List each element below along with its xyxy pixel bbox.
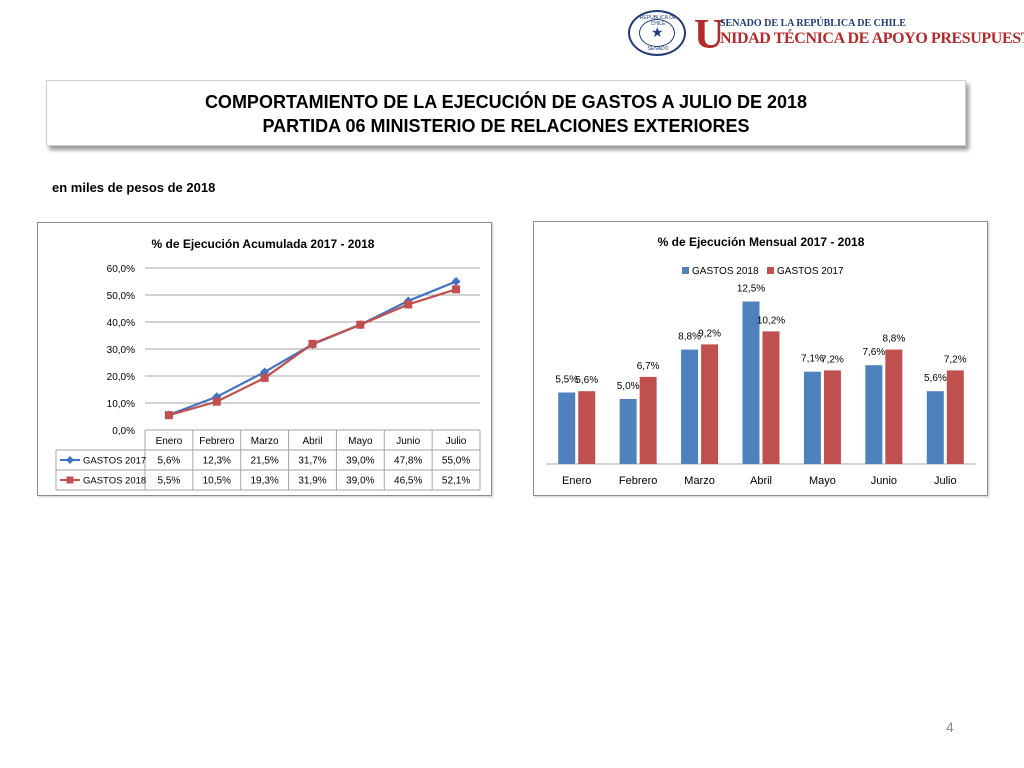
data-point [452,285,461,294]
data-point [164,411,173,420]
monthly-bar-chart: % de Ejecución Mensual 2017 - 2018 GASTOS… [546,235,976,487]
table-cell-value: 5,6% [158,456,181,467]
bar [762,331,780,464]
bar [619,399,637,464]
table-cell-value: 47,8% [394,456,422,467]
x-category-label: Enero [156,436,183,447]
bar [865,365,883,464]
table-cell-value: 52,1% [442,476,470,487]
title-box: COMPORTAMIENTO DE LA EJECUCIÓN DE GASTOS… [46,80,966,146]
units-note: en miles de pesos de 2018 [52,180,216,195]
table-cell-value: 12,3% [203,456,231,467]
table-cell-value: 46,5% [394,476,422,487]
table-cell-value: 39,0% [346,476,374,487]
bar [558,392,576,464]
page-number: 4 [946,719,954,735]
y-tick-label: 50,0% [107,291,135,302]
x-category-label: Enero [562,475,591,487]
bar [742,301,760,464]
data-label: 7,1% [801,354,824,365]
table-cell-value: 31,9% [298,476,326,487]
logo-letter: U [694,12,725,58]
data-label: 7,6% [862,347,885,358]
legend-entry: GASTOS 2018 [83,476,146,487]
x-category-label: Febrero [199,436,234,447]
data-label: 5,5% [555,375,578,386]
table-cell-value: 19,3% [250,476,278,487]
y-tick-label: 30,0% [107,345,135,356]
data-label: 5,0% [617,381,640,392]
table-cell-value: 10,5% [203,476,231,487]
bar [946,370,964,464]
page-title-line2: PARTIDA 06 MINISTERIO DE RELACIONES EXTE… [262,116,750,136]
data-point [451,277,461,286]
x-category-label: Marzo [251,436,279,447]
bar [578,391,596,464]
data-point [356,320,365,329]
data-point [212,397,221,406]
data-label: 12,5% [737,284,765,295]
x-category-label: Abril [750,475,772,487]
chart-title: % de Ejecución Acumulada 2017 - 2018 [152,237,375,251]
y-tick-label: 60,0% [107,264,135,275]
data-label: 5,6% [575,375,598,386]
bar [639,376,657,464]
x-category-label: Mayo [348,436,373,447]
bar [885,349,903,464]
data-label: 5,6% [924,373,947,384]
data-label: 8,8% [678,332,701,343]
data-label: 7,2% [944,354,967,365]
series-line [168,288,457,417]
cumulative-line-chart: % de Ejecución Acumulada 2017 - 2018 0,0%… [55,237,481,491]
bar [926,391,944,464]
legend-entry: GASTOS 2017 [777,266,844,277]
x-category-label: Junio [871,475,897,487]
y-tick-label: 40,0% [107,318,135,329]
legend-entry: GASTOS 2017 [83,456,146,467]
data-point [260,373,269,382]
y-tick-label: 20,0% [107,372,135,383]
data-label: 9,2% [698,328,721,339]
bar [803,371,821,464]
data-point [260,367,270,377]
legend-swatch [682,267,689,274]
data-point [308,339,317,348]
senate-seal-icon: REPÚBLICA DE CHILE ★ SENADO [628,10,686,56]
data-label: 7,2% [821,354,844,365]
x-category-label: Mayo [809,475,836,487]
monthly-chart-panel: % de Ejecución Mensual 2017 - 2018 GASTOS… [533,221,988,496]
x-category-label: Marzo [684,475,715,487]
chart-title: % de Ejecución Mensual 2017 - 2018 [658,235,865,249]
logo-line1: SENADO DE LA REPÚBLICA DE CHILE [720,18,906,29]
data-point [404,300,413,309]
x-category-label: Junio [396,436,420,447]
senate-logo: REPÚBLICA DE CHILE ★ SENADO U SENADO DE … [628,8,1024,58]
legend-key-marker [66,456,74,464]
table-cell-value: 55,0% [442,456,470,467]
logo-line2: NIDAD TÉCNICA DE APOYO PRESUPUESTARIO [720,30,1024,47]
x-category-label: Abril [302,436,322,447]
table-cell-value: 31,7% [298,456,326,467]
x-category-label: Febrero [619,475,658,487]
legend-swatch [767,267,774,274]
bar [701,344,719,464]
bar [681,349,699,464]
data-label: 10,2% [757,315,785,326]
y-tick-label: 10,0% [107,399,135,410]
legend-key-marker [66,476,74,484]
table-cell-value: 21,5% [250,456,278,467]
seal-bottom-text: SENADO [647,46,669,52]
table-cell-value: 5,5% [158,476,181,487]
cumulative-chart-panel: % de Ejecución Acumulada 2017 - 2018 0,0%… [37,222,492,496]
data-label: 6,7% [637,361,660,372]
data-label: 8,8% [882,334,905,345]
y-tick-label: 0,0% [112,426,135,437]
x-category-label: Julio [934,475,957,487]
table-cell-value: 39,0% [346,456,374,467]
page-title-line1: COMPORTAMIENTO DE LA EJECUCIÓN DE GASTOS… [204,92,808,112]
bar [823,370,841,464]
x-category-label: Julio [446,436,467,447]
legend-entry: GASTOS 2018 [692,266,759,277]
